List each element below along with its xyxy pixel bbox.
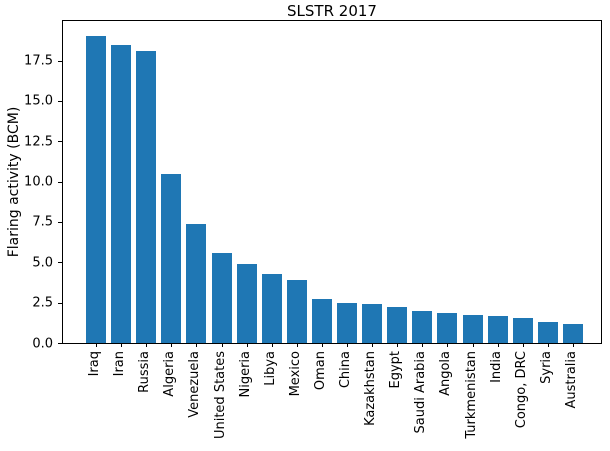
x-tick-mark: [321, 343, 323, 347]
x-tick-mark: [271, 343, 273, 347]
x-tick-mark: [547, 343, 549, 347]
x-tick-label: China: [338, 351, 354, 389]
x-tick-label: Iran: [112, 351, 128, 377]
x-tick-mark: [196, 343, 198, 347]
x-tick-mark: [221, 343, 223, 347]
x-tick-label: Egypt: [388, 351, 404, 389]
x-tick-label: Oman: [312, 351, 328, 391]
bar: [337, 302, 358, 343]
x-tick-mark: [397, 343, 399, 347]
bar: [186, 224, 207, 343]
plot-area: 0.0 2.5 5.0 7.5 10.0 12.5 15.0 17.5 Iraq Iran Russ…: [24, 20, 602, 439]
bar: [462, 314, 483, 343]
bar: [136, 50, 157, 343]
x-tick-label: Australia: [563, 351, 579, 409]
y-tick-mark: [58, 60, 62, 62]
y-tick-mark: [58, 141, 62, 143]
x-tick-label: Russia: [137, 351, 153, 393]
x-tick-mark: [96, 343, 97, 347]
x-tick-mark: [171, 343, 173, 347]
y-tick-label: 7.5: [32, 214, 53, 230]
bar: [161, 174, 182, 343]
bar: [537, 322, 558, 343]
x-tick-mark: [497, 343, 499, 347]
bar: [437, 313, 458, 343]
x-tick-label: Turkmenistan: [463, 351, 479, 439]
x-tick-mark: [121, 343, 123, 347]
x-tick-label: Algeria: [162, 351, 178, 397]
bar: [236, 263, 257, 343]
bar: [311, 298, 332, 343]
x-tick-mark: [422, 343, 424, 347]
y-tick-label: 12.5: [24, 134, 53, 150]
x-tick-mark: [472, 343, 474, 347]
x-tick-label: Libya: [262, 351, 278, 386]
bar: [562, 324, 583, 343]
x-tick-label: Nigeria: [237, 351, 253, 398]
bar: [512, 317, 533, 343]
bar: [111, 45, 132, 343]
y-tick-mark: [58, 302, 62, 304]
x-tick-label: India: [488, 351, 504, 383]
x-tick-label: Iraq: [87, 351, 102, 377]
x-tick-label: Venezuela: [187, 351, 203, 418]
bar: [211, 252, 232, 343]
y-tick-mark: [58, 343, 62, 344]
x-tick-mark: [347, 343, 349, 347]
x-tick-label: Kazakhstan: [363, 351, 379, 426]
x-tick-mark: [447, 343, 449, 347]
x-tick-label: Syria: [538, 351, 554, 384]
x-tick-label: Congo, DRC: [513, 351, 529, 429]
x-tick-label: United States: [212, 351, 228, 440]
y-tick-label: 17.5: [24, 53, 53, 69]
x-tick-mark: [522, 343, 524, 347]
y-tick-label: 2.5: [32, 295, 53, 311]
bar: [412, 310, 433, 343]
x-tick-mark: [296, 343, 298, 347]
y-tick-label: 0.0: [32, 336, 53, 351]
y-tick-label: 10.0: [24, 174, 53, 190]
y-tick-mark: [58, 262, 62, 264]
y-tick-mark: [58, 221, 62, 223]
chart-title: SLSTR 2017: [287, 2, 377, 20]
bar: [261, 273, 282, 343]
y-tick-mark: [58, 181, 62, 183]
y-tick-mark: [58, 100, 62, 102]
bar: [362, 304, 383, 343]
x-tick-label: Mexico: [287, 351, 303, 397]
x-tick-mark: [146, 343, 148, 347]
y-tick-label: 5.0: [32, 255, 53, 271]
x-tick-label: Angola: [438, 351, 454, 396]
x-tick-mark: [246, 343, 248, 347]
x-tick-mark: [372, 343, 374, 347]
bar: [487, 316, 508, 343]
bar: [86, 36, 106, 343]
x-tick-mark: [572, 343, 574, 347]
bar: [286, 280, 307, 343]
y-tick-label: 15.0: [24, 93, 53, 109]
x-tick-label: Saudi Arabia: [413, 351, 429, 434]
bar: [387, 306, 408, 343]
